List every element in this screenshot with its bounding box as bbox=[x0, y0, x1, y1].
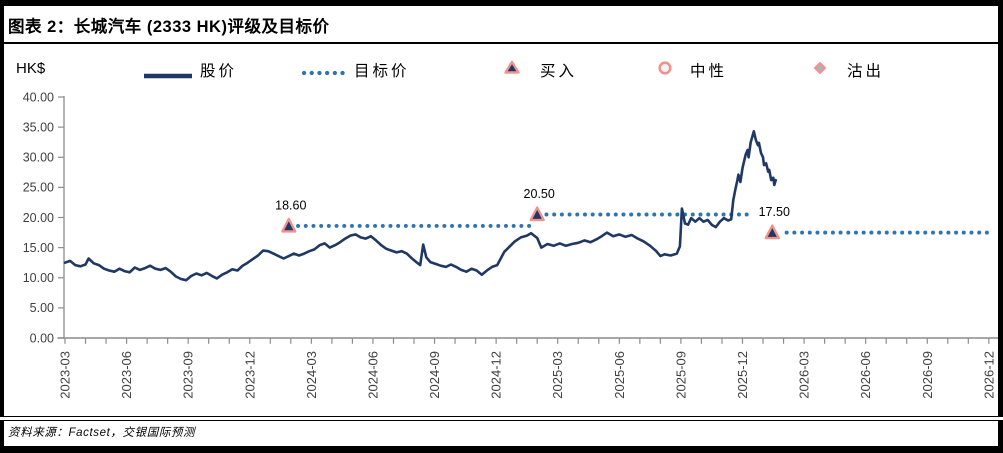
target-line-icon bbox=[300, 64, 353, 82]
frame-top-border bbox=[0, 0, 1003, 6]
y-axis-tick-label: 30.00 bbox=[23, 151, 54, 165]
figure-title: 图表 2：长城汽车 (2333 HK)评级及目标价 bbox=[8, 18, 330, 36]
target-price-label: 17.50 bbox=[759, 205, 790, 219]
x-axis-tick-label: 2023-09 bbox=[181, 351, 196, 399]
x-axis-tick-label: 2025-12 bbox=[735, 351, 750, 399]
legend-label-sell: 沽出 bbox=[847, 63, 885, 80]
legend-label-price: 股价 bbox=[200, 63, 238, 80]
y-axis-tick-label: 25.00 bbox=[23, 181, 54, 195]
x-axis-tick-label: 2024-12 bbox=[489, 351, 504, 399]
x-axis-tick-label: 2026-03 bbox=[797, 351, 812, 399]
x-axis-tick-label: 2023-03 bbox=[58, 351, 73, 399]
y-axis-unit-label: HK$ bbox=[16, 60, 46, 77]
sell-diamond-icon bbox=[812, 60, 828, 81]
x-axis-tick-label: 2023-06 bbox=[119, 351, 134, 399]
buy-triangle-icon bbox=[503, 59, 521, 80]
x-axis-tick-label: 2026-06 bbox=[858, 351, 873, 399]
frame-left-border bbox=[0, 0, 4, 453]
neutral-circle-icon bbox=[657, 60, 673, 81]
y-axis-tick-label: 15.00 bbox=[23, 241, 54, 255]
y-axis-tick-label: 0.00 bbox=[30, 331, 54, 345]
x-axis-tick-label: 2025-03 bbox=[550, 351, 565, 399]
frame-bottom-border bbox=[0, 446, 1003, 453]
source-note: 资料来源：Factset，交银国际预测 bbox=[8, 427, 196, 439]
legend-label-neutral: 中性 bbox=[690, 63, 728, 80]
buy-rating-marker bbox=[764, 224, 780, 240]
x-axis-tick-label: 2024-03 bbox=[304, 351, 319, 399]
y-axis-tick-label: 40.00 bbox=[23, 90, 54, 104]
chart-legend: HK$ 股价 目标价 买入 中性 沽出 bbox=[0, 0, 1003, 90]
legend-label-target: 目标价 bbox=[354, 63, 410, 80]
target-price-label: 20.50 bbox=[524, 187, 555, 201]
y-axis-tick-label: 10.00 bbox=[23, 271, 54, 285]
x-axis-tick-label: 2024-06 bbox=[365, 351, 380, 399]
y-axis-tick-label: 5.00 bbox=[30, 301, 54, 315]
x-axis-tick-label: 2026-12 bbox=[981, 351, 996, 399]
legend-label-buy: 买入 bbox=[540, 63, 578, 80]
price-line-icon bbox=[142, 66, 194, 84]
title-divider bbox=[0, 42, 1003, 44]
stock-price-line bbox=[63, 130, 778, 282]
x-axis-tick-label: 2025-06 bbox=[612, 351, 627, 399]
buy-rating-marker bbox=[529, 206, 545, 222]
x-axis-tick-label: 2023-12 bbox=[242, 351, 257, 399]
frame-right-border bbox=[998, 0, 1003, 453]
x-axis-tick-label: 2026-09 bbox=[920, 351, 935, 399]
footer-divider bbox=[0, 416, 1003, 421]
buy-rating-marker bbox=[281, 217, 297, 233]
y-axis-tick-label: 20.00 bbox=[23, 211, 54, 225]
target-price-label: 18.60 bbox=[275, 198, 306, 212]
y-axis-tick-label: 35.00 bbox=[23, 120, 54, 134]
x-axis-tick-label: 2025-09 bbox=[673, 351, 688, 399]
x-axis-tick-label: 2024-09 bbox=[427, 351, 442, 399]
